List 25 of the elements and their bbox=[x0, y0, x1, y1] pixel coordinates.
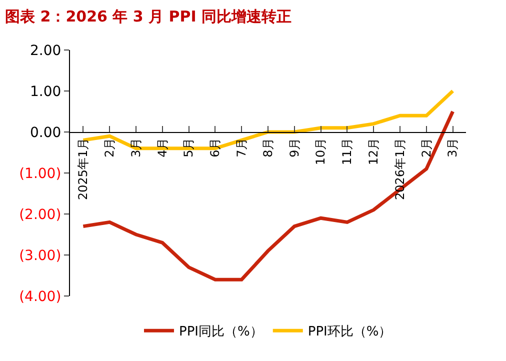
y-tick-label: (2.00) bbox=[19, 206, 62, 223]
y-tick-label: 0.00 bbox=[30, 124, 62, 141]
x-tick-label: 8月 bbox=[260, 138, 275, 158]
x-tick-label: 3月 bbox=[128, 138, 143, 158]
x-tick-label: 2025年1月 bbox=[76, 138, 90, 200]
x-tick-label: 2月 bbox=[102, 138, 116, 158]
x-tick-label: 7月 bbox=[234, 138, 248, 158]
legend-label: PPI同比（%） bbox=[179, 324, 263, 340]
x-tick-label: 6月 bbox=[208, 138, 222, 158]
y-tick-label: (3.00) bbox=[19, 248, 62, 264]
chart-title: 图表 2：2026 年 3 月 PPI 同比增速转正 bbox=[5, 7, 292, 26]
x-tick-label: 3月 bbox=[446, 138, 460, 158]
y-tick-label: (4.00) bbox=[19, 288, 62, 305]
x-tick-label: 4月 bbox=[155, 138, 170, 158]
x-tick-label: 9月 bbox=[287, 138, 302, 158]
x-tick-label: 2026年1月 bbox=[392, 138, 407, 200]
legend-label: PPI环比（%） bbox=[308, 324, 392, 340]
x-tick-label: 5月 bbox=[182, 138, 196, 158]
x-tick-label: 2月 bbox=[419, 138, 434, 158]
y-tick-label: 2.00 bbox=[30, 42, 62, 59]
x-tick-label: 10月 bbox=[314, 138, 328, 166]
x-tick-label: 11月 bbox=[340, 138, 354, 166]
y-tick-label: (1.00) bbox=[19, 166, 62, 182]
x-tick-label: 12月 bbox=[366, 138, 380, 166]
y-tick-label: 1.00 bbox=[30, 84, 62, 100]
